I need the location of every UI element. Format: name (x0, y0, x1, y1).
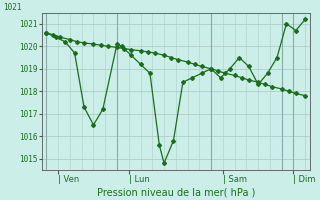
Text: 1021: 1021 (3, 3, 21, 12)
X-axis label: Pression niveau de la mer( hPa ): Pression niveau de la mer( hPa ) (97, 187, 255, 197)
